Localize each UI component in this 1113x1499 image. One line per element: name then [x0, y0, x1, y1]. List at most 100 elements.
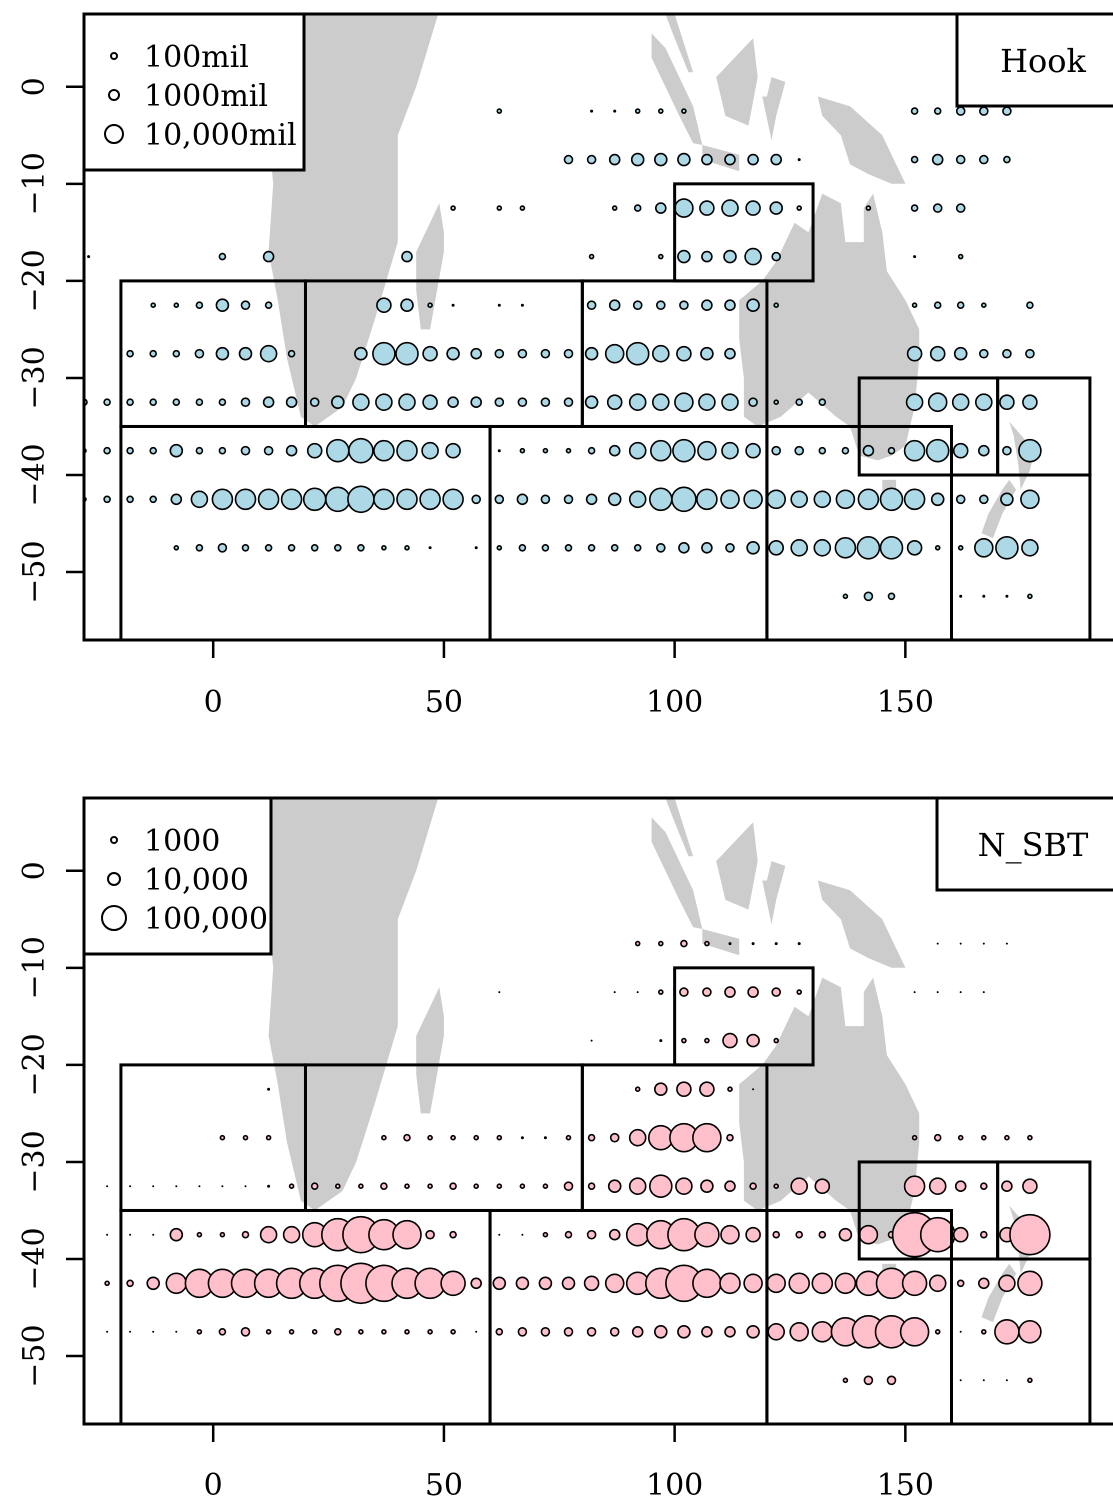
data-circle [957, 253, 964, 260]
data-circle [584, 395, 599, 410]
data-circle [280, 488, 303, 511]
data-circle [542, 447, 549, 454]
data-circle [149, 349, 157, 358]
data-circle [767, 1323, 786, 1341]
data-circle [951, 393, 970, 412]
data-circle [234, 488, 257, 511]
data-circle [982, 1379, 985, 1382]
land-mass [665, 798, 694, 857]
data-circle [979, 1182, 988, 1190]
data-circle [724, 299, 736, 312]
data-circle [563, 1181, 574, 1191]
data-circle [748, 397, 758, 408]
data-circle [519, 447, 526, 454]
data-circle [103, 446, 111, 455]
data-circle [722, 1032, 738, 1049]
data-circle [496, 108, 503, 114]
data-circle [749, 1182, 757, 1190]
y-tick-label: −30 [17, 346, 52, 409]
data-circle [263, 445, 274, 456]
data-circle [744, 247, 762, 266]
data-circle [838, 1227, 853, 1242]
data-circle [982, 942, 985, 945]
data-circle [126, 398, 134, 407]
data-circle [813, 538, 832, 557]
data-circle [587, 1182, 596, 1190]
data-circle [428, 546, 432, 550]
data-circle [494, 494, 505, 505]
data-circle [634, 1086, 641, 1092]
data-circle [930, 492, 945, 507]
data-circle [771, 445, 782, 456]
data-circle [818, 1230, 827, 1239]
data-circle [834, 536, 857, 559]
data-circle [240, 1327, 251, 1337]
data-circle [106, 1330, 109, 1333]
data-circle [934, 544, 941, 551]
data-circle [701, 250, 713, 263]
data-circle [540, 348, 551, 359]
data-circle [126, 446, 134, 455]
data-circle [103, 398, 111, 407]
data-circle [879, 535, 904, 560]
data-circle [704, 940, 710, 947]
data-circle [649, 439, 672, 462]
data-circle [358, 1183, 364, 1189]
data-circle [172, 349, 181, 358]
data-circle [306, 442, 323, 459]
data-circle [565, 447, 572, 454]
data-circle [126, 349, 134, 358]
data-circle [1003, 155, 1011, 164]
data-circle [165, 1272, 188, 1295]
data-circle [474, 546, 478, 550]
data-circle [766, 489, 787, 510]
data-circle [238, 346, 253, 361]
data-circle [584, 346, 599, 361]
data-circle [980, 302, 987, 309]
land-mass [981, 479, 1017, 539]
data-circle [1021, 538, 1039, 557]
data-circle [814, 1178, 831, 1194]
data-circle [211, 488, 234, 511]
y-tick-label: −20 [17, 1033, 52, 1096]
data-circle [797, 942, 801, 946]
data-circle [586, 1229, 597, 1240]
data-circle [563, 1327, 574, 1337]
data-circle [310, 1182, 319, 1190]
data-circle [563, 397, 574, 408]
y-tick-label: −10 [17, 936, 52, 999]
data-circle [692, 1122, 722, 1153]
data-circle [657, 108, 664, 114]
data-circle [348, 437, 374, 464]
data-circle [427, 1183, 433, 1189]
data-circle [492, 1276, 507, 1291]
data-circle [310, 543, 319, 552]
legend-symbol [101, 905, 127, 931]
data-circle [766, 1273, 787, 1294]
data-circle [724, 1180, 736, 1192]
data-circle [977, 444, 990, 457]
y-tick-label: −20 [17, 249, 52, 312]
region-box [119, 424, 492, 640]
data-circle [586, 300, 597, 311]
data-circle [955, 106, 966, 116]
data-circle [588, 253, 595, 260]
data-circle [634, 108, 641, 114]
data-circle [956, 301, 965, 310]
data-circle [1005, 1379, 1008, 1382]
data-circle [651, 393, 670, 412]
data-circle [681, 108, 687, 114]
land-mass [651, 33, 703, 145]
panel-hook-map: 100mil 1000mil 10,000mil Hook 0 50 100 150 0 −10 −… [17, 12, 1113, 720]
data-circle [218, 252, 227, 261]
data-circle [404, 1329, 410, 1335]
data-circle [701, 299, 713, 312]
data-circle [129, 1233, 132, 1236]
data-circle [692, 1268, 722, 1299]
data-circle [449, 1230, 457, 1239]
data-circle [403, 1133, 411, 1142]
data-circle [901, 1270, 928, 1297]
data-circle [396, 488, 418, 511]
data-circle [862, 444, 875, 457]
data-circle [858, 1224, 879, 1245]
